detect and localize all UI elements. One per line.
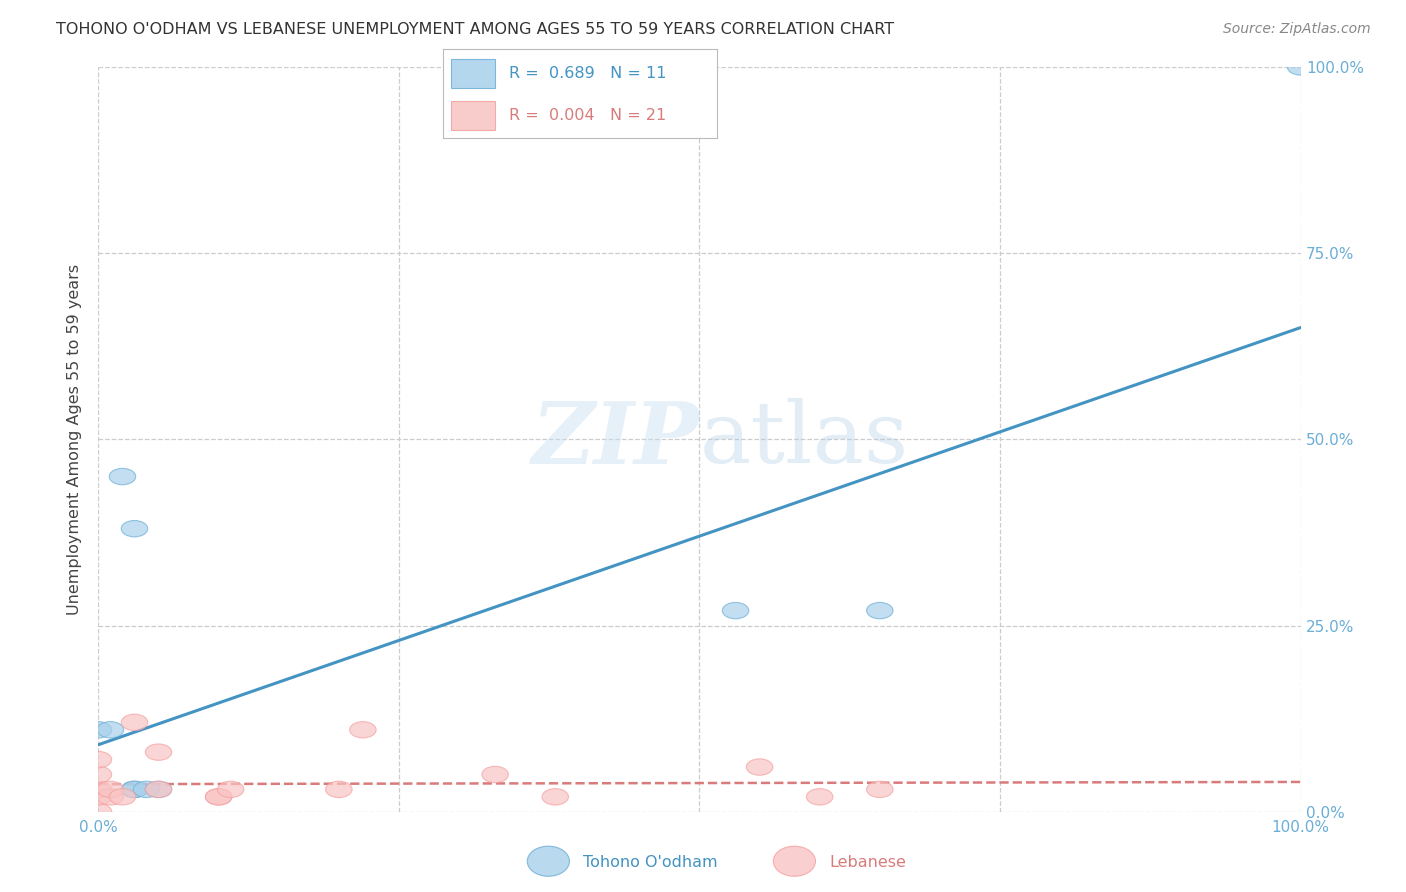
Ellipse shape	[97, 722, 124, 738]
Text: atlas: atlas	[700, 398, 908, 481]
Ellipse shape	[145, 781, 172, 797]
Ellipse shape	[121, 714, 148, 731]
Ellipse shape	[541, 789, 568, 805]
Ellipse shape	[86, 766, 111, 782]
Ellipse shape	[527, 847, 569, 876]
Y-axis label: Unemployment Among Ages 55 to 59 years: Unemployment Among Ages 55 to 59 years	[67, 264, 83, 615]
Text: Source: ZipAtlas.com: Source: ZipAtlas.com	[1223, 22, 1371, 37]
FancyBboxPatch shape	[451, 59, 495, 88]
FancyBboxPatch shape	[451, 101, 495, 130]
Ellipse shape	[121, 781, 148, 797]
Ellipse shape	[747, 759, 773, 775]
Ellipse shape	[723, 602, 749, 619]
Ellipse shape	[145, 781, 172, 797]
Ellipse shape	[866, 602, 893, 619]
Ellipse shape	[773, 847, 815, 876]
Ellipse shape	[807, 789, 832, 805]
Ellipse shape	[97, 781, 124, 797]
Ellipse shape	[121, 521, 148, 537]
Ellipse shape	[121, 781, 148, 797]
Ellipse shape	[86, 804, 111, 820]
Text: R =  0.689   N = 11: R = 0.689 N = 11	[509, 66, 666, 81]
Text: Tohono O'odham: Tohono O'odham	[583, 855, 718, 870]
Ellipse shape	[205, 789, 232, 805]
Ellipse shape	[350, 722, 377, 738]
Ellipse shape	[145, 744, 172, 760]
Text: ZIP: ZIP	[531, 398, 700, 481]
Ellipse shape	[1288, 59, 1313, 75]
Ellipse shape	[86, 751, 111, 768]
Ellipse shape	[326, 781, 352, 797]
Ellipse shape	[110, 468, 136, 484]
Ellipse shape	[86, 722, 111, 738]
Ellipse shape	[134, 781, 160, 797]
Ellipse shape	[482, 766, 509, 782]
Ellipse shape	[86, 789, 111, 805]
Text: Lebanese: Lebanese	[830, 855, 907, 870]
Ellipse shape	[86, 781, 111, 797]
Ellipse shape	[110, 789, 136, 805]
Text: TOHONO O'ODHAM VS LEBANESE UNEMPLOYMENT AMONG AGES 55 TO 59 YEARS CORRELATION CH: TOHONO O'ODHAM VS LEBANESE UNEMPLOYMENT …	[56, 22, 894, 37]
Text: R =  0.004   N = 21: R = 0.004 N = 21	[509, 108, 666, 123]
Ellipse shape	[866, 781, 893, 797]
Ellipse shape	[97, 789, 124, 805]
Ellipse shape	[205, 789, 232, 805]
Ellipse shape	[218, 781, 243, 797]
